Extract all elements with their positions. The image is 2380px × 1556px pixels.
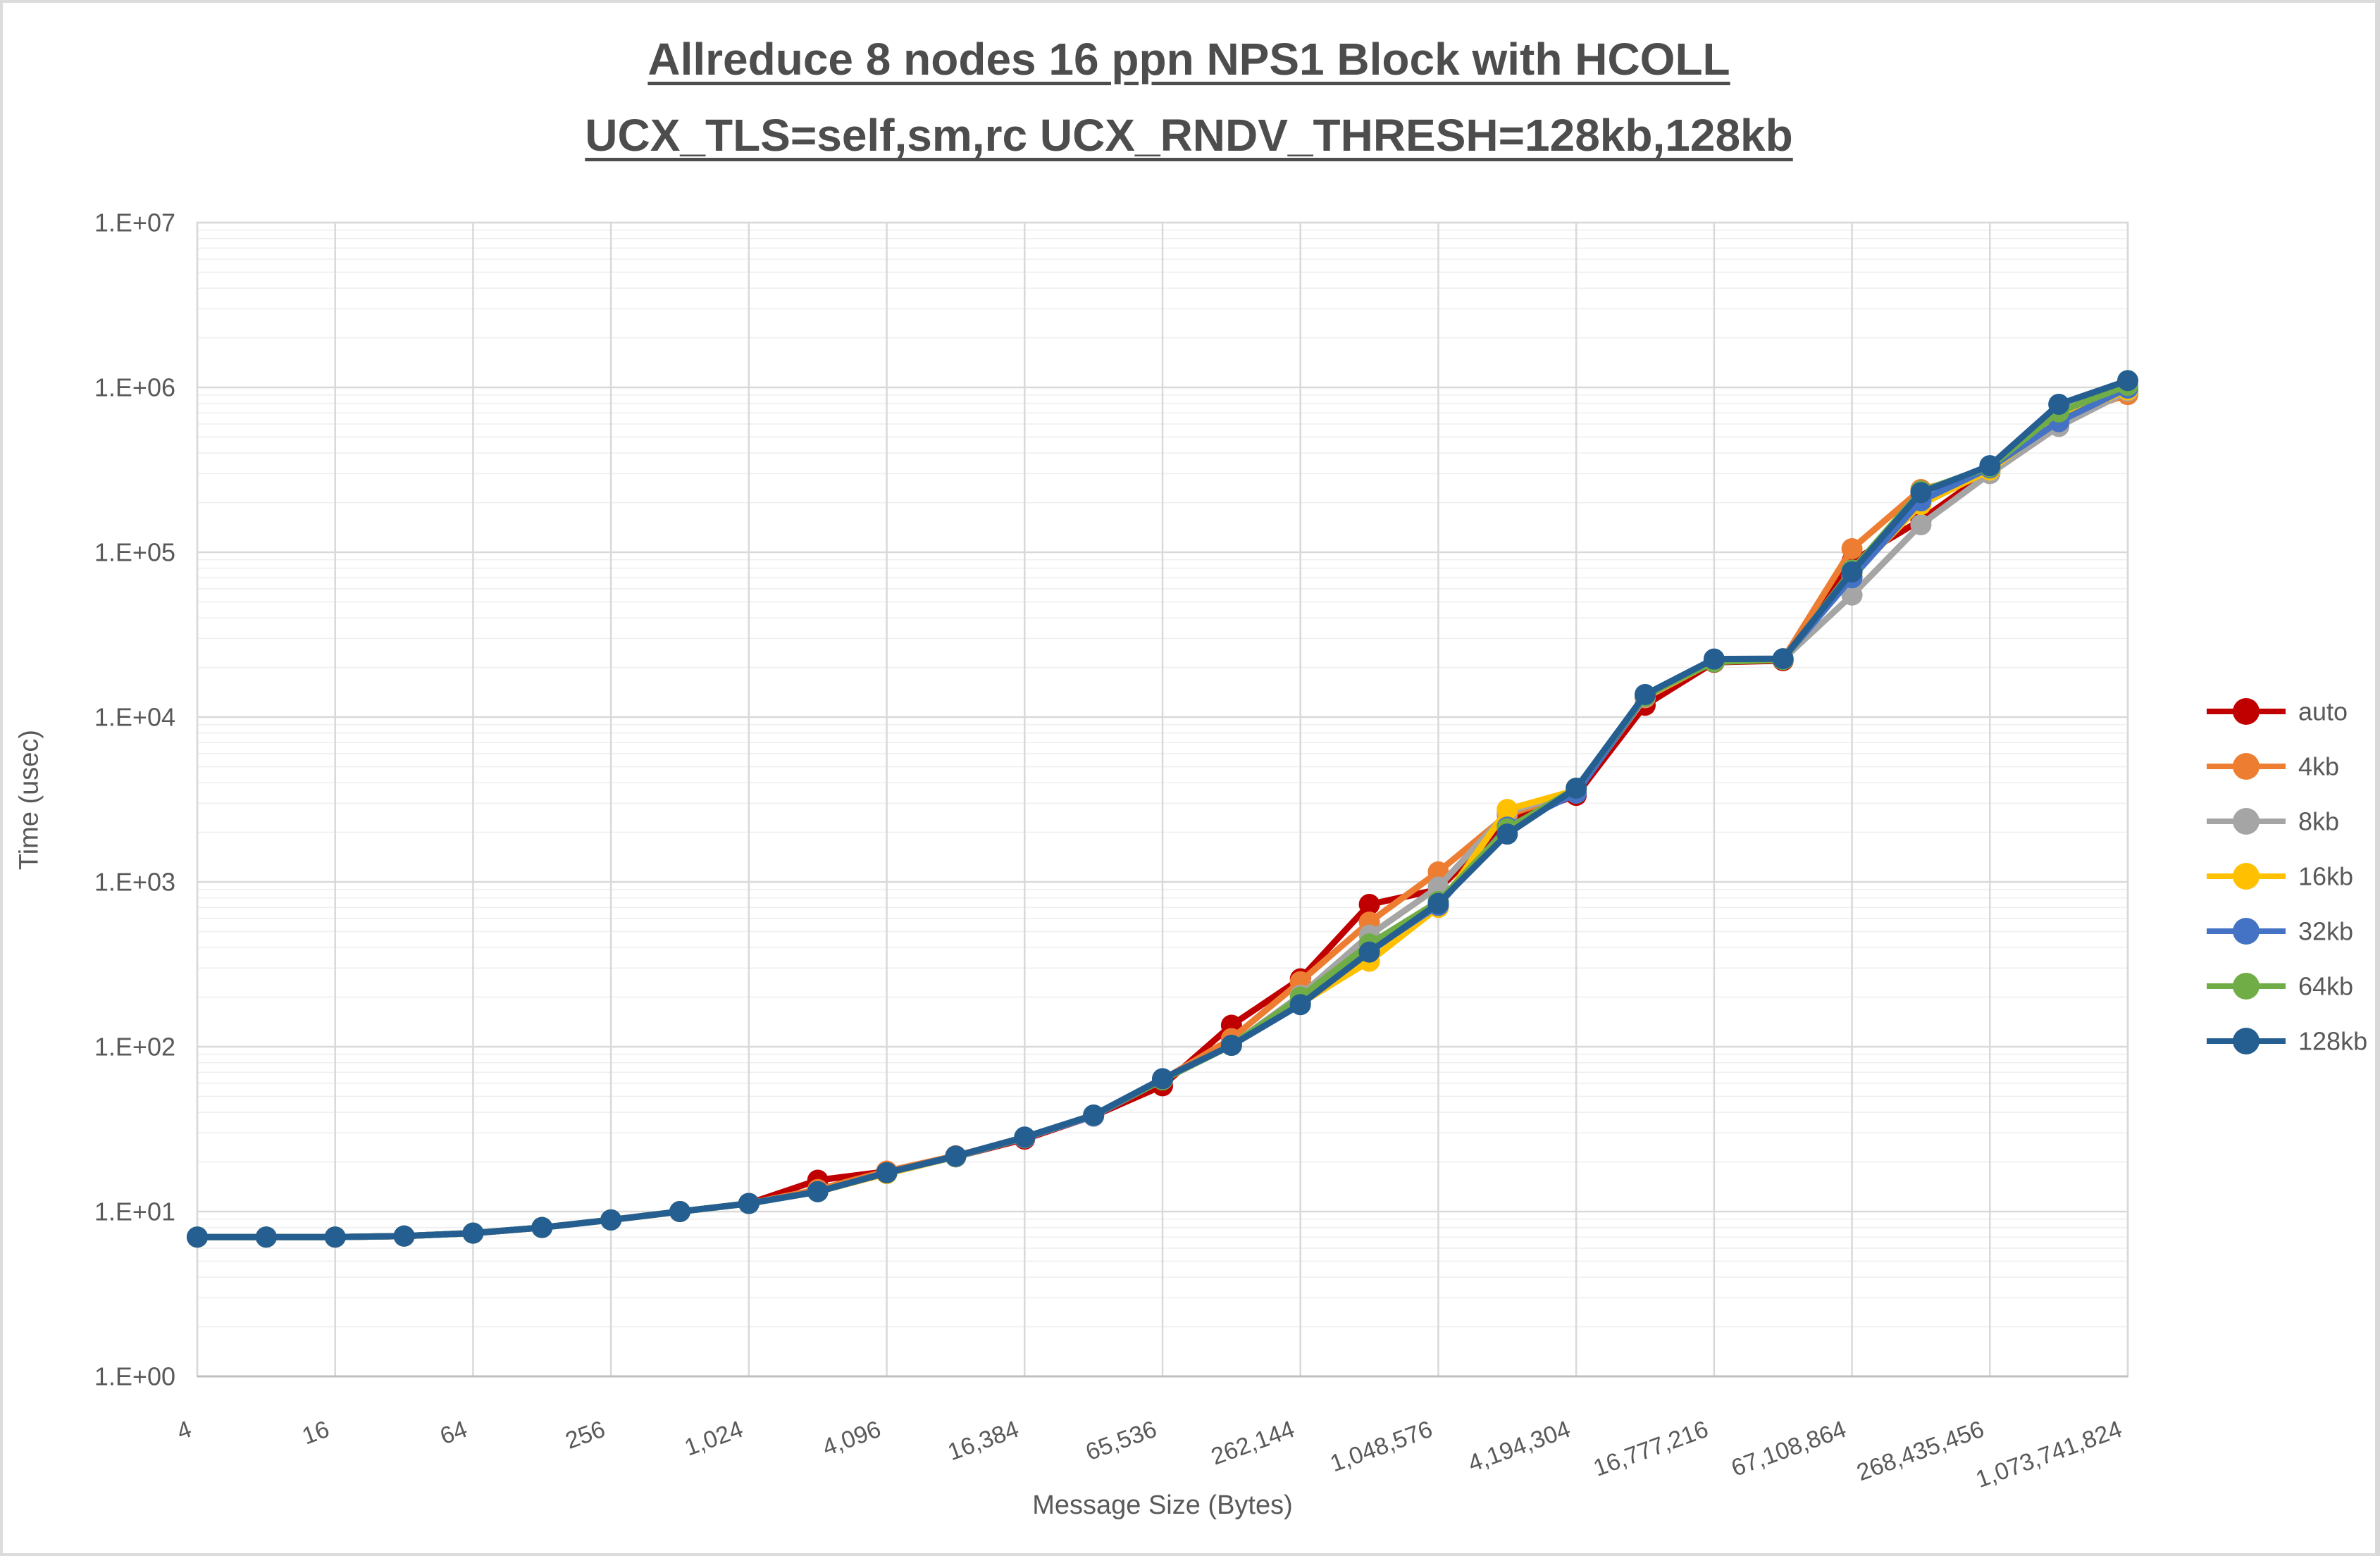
legend-label: auto [2298,697,2348,726]
y-axis-tick-label: 1.E+02 [94,1033,175,1062]
series-marker-128kb [1979,455,2001,477]
legend-label: 4kb [2298,752,2339,781]
series-marker-128kb [531,1216,553,1238]
legend-item-128kb: 128kb [2207,1027,2367,1056]
series-marker-128kb [324,1226,346,1248]
series-marker-128kb [1427,892,1449,914]
series-marker-8kb [1910,514,1932,535]
series-marker-128kb [876,1162,898,1183]
y-axis-tick-label: 1.E+01 [94,1197,175,1226]
x-axis-tick-label: 1,024 [681,1416,747,1462]
legend-marker-swatch [2233,918,2260,945]
x-axis-tick-label: 4,194,304 [1465,1416,1574,1477]
series-marker-128kb [2048,393,2070,415]
series-marker-128kb [1083,1104,1105,1126]
series-marker-128kb [807,1181,829,1202]
legend-marker-swatch [2233,1028,2260,1054]
series-marker-128kb [1703,648,1725,670]
series-marker-128kb [1841,561,1863,583]
legend-marker-swatch [2233,863,2260,890]
legend-marker-swatch [2233,698,2260,725]
series-marker-128kb [187,1226,208,1248]
series-marker-128kb [1635,684,1656,706]
x-axis-tick-label: 67,108,864 [1728,1416,1849,1482]
y-axis-tick-label: 1.E+03 [94,868,175,897]
x-axis-tick-label: 4,096 [819,1416,884,1462]
x-axis-title: Message Size (Bytes) [1032,1490,1293,1520]
series-marker-128kb [738,1193,760,1214]
legend-item-32kb: 32kb [2207,917,2353,946]
series-marker-128kb [2117,370,2138,392]
chart-title: Allreduce 8 nodes 16 ppn NPS1 Block with… [3,21,2375,173]
y-axis-tick-label: 1.E+00 [94,1362,175,1391]
series-marker-128kb [1358,941,1380,963]
series-marker-128kb [1220,1034,1242,1056]
legend-item-64kb: 64kb [2207,972,2353,1001]
series-marker-128kb [1496,823,1518,845]
chart-title-line1: Allreduce 8 nodes 16 ppn NPS1 Block with… [647,34,1730,85]
series-marker-128kb [462,1222,484,1244]
x-axis-tick-label: 268,435,456 [1853,1416,1988,1486]
series-marker-128kb [600,1209,622,1231]
series-marker-128kb [255,1226,277,1248]
plot-canvas: 1.E+00 1.E+01 1.E+02 1.E+03 1.E+04 1.E+05 1.E+… [94,208,2367,1493]
legend-label: 128kb [2298,1027,2367,1056]
legend-marker-swatch [2233,753,2260,780]
y-axis-tick-label: 1.E+06 [94,373,175,402]
series-marker-auto [1358,893,1380,915]
legend-item-8kb: 8kb [2207,807,2339,836]
x-axis-tick-label: 1,048,576 [1327,1416,1436,1477]
chart-title-line2: UCX_TLS=self,sm,rc UCX_RNDV_THRESH=128kb… [585,110,1793,161]
x-axis-tick-label: 64 [437,1416,471,1450]
x-axis-tick-label: 65,536 [1082,1416,1160,1466]
legend-item-16kb: 16kb [2207,862,2353,891]
x-axis-tick-label: 262,144 [1208,1416,1298,1471]
series-marker-128kb [1566,778,1587,799]
series-marker-128kb [1152,1068,1173,1090]
legend-marker-swatch [2233,808,2260,835]
series-marker-128kb [1289,994,1311,1016]
series-marker-128kb [1910,482,1932,504]
series-marker-128kb [945,1145,967,1167]
x-axis-tick-label: 16,777,216 [1590,1416,1712,1482]
x-axis-tick-label: 256 [562,1416,609,1455]
legend-marker-swatch [2233,973,2260,1000]
x-axis-tick-label: 1,073,741,824 [1972,1416,2125,1493]
series-marker-128kb [1772,648,1794,670]
legend-item-4kb: 4kb [2207,752,2339,781]
x-axis-tick-label: 16 [299,1416,333,1450]
x-axis-tick-label: 4 [173,1416,195,1445]
legend-label: 32kb [2298,917,2353,946]
legend-label: 16kb [2298,862,2353,891]
series-marker-128kb [669,1201,690,1222]
legend-item-auto: auto [2207,697,2348,726]
y-axis-tick-label: 1.E+07 [94,208,175,237]
series-marker-128kb [393,1225,415,1247]
series-marker-16kb [1496,799,1518,821]
y-axis-title: Time (usec) [14,729,44,871]
series-marker-4kb [1841,538,1863,560]
series-marker-8kb [1841,584,1863,606]
y-axis-tick-label: 1.E+05 [94,538,175,567]
x-axis-tick-label: 16,384 [944,1416,1022,1466]
series-marker-128kb [1014,1126,1036,1148]
legend-label: 64kb [2298,972,2353,1001]
y-axis-tick-label: 1.E+04 [94,703,175,732]
legend-label: 8kb [2298,807,2339,836]
